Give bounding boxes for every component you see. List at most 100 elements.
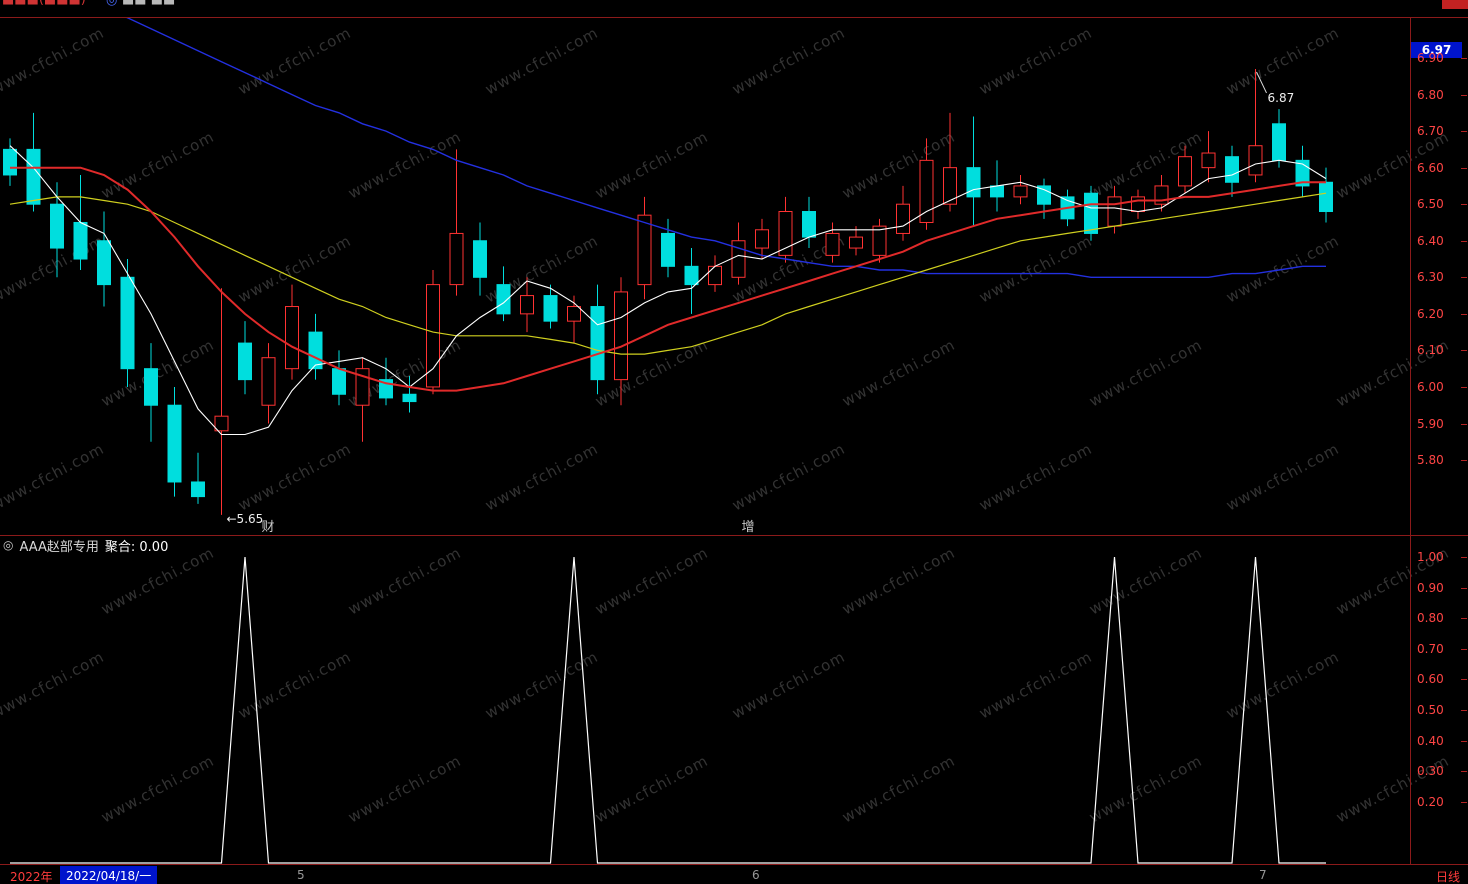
candle bbox=[26, 148, 41, 205]
high-price-annotation: 6.87 bbox=[1268, 91, 1295, 105]
candle bbox=[50, 203, 64, 249]
candle bbox=[849, 236, 863, 249]
candle bbox=[543, 295, 558, 322]
candle bbox=[285, 306, 299, 370]
indicator-header[interactable]: ◎ AAA赵部专用 聚合: 0.00 bbox=[3, 537, 169, 555]
axis-left-border bbox=[1410, 17, 1411, 865]
candle bbox=[402, 393, 417, 403]
price-axis: 6.97 6.90 6.80 6.70 6.60 6.50 6.40 6.30 6.20 6.1… bbox=[1410, 0, 1468, 884]
candle bbox=[1248, 145, 1263, 176]
candle bbox=[896, 203, 910, 234]
indicator-chart[interactable] bbox=[0, 545, 1410, 865]
candle bbox=[919, 159, 934, 223]
candle bbox=[802, 211, 816, 238]
indicator-axis-label: 0.50 bbox=[1417, 703, 1444, 717]
candle bbox=[661, 232, 675, 267]
price-axis-label: 5.80 bbox=[1417, 453, 1444, 468]
candle bbox=[1037, 185, 1051, 205]
candle bbox=[825, 232, 840, 256]
period-label[interactable]: 日线 bbox=[1435, 870, 1460, 884]
month-label: 7 bbox=[1259, 868, 1267, 882]
titlebar-clipped-text: ■■■(■■■) bbox=[2, 0, 86, 7]
candle bbox=[1201, 152, 1216, 169]
event-marker: 增 bbox=[741, 520, 754, 535]
candle bbox=[449, 232, 464, 286]
candle bbox=[97, 240, 111, 286]
candle bbox=[1084, 192, 1098, 234]
price-axis-label: 6.10 bbox=[1417, 343, 1444, 358]
candle bbox=[214, 415, 229, 432]
candle bbox=[167, 404, 182, 483]
candle bbox=[1131, 196, 1145, 213]
price-axis-label: 6.70 bbox=[1417, 124, 1444, 139]
candle bbox=[1295, 159, 1310, 187]
month-label: 6 bbox=[752, 868, 760, 882]
candle bbox=[473, 240, 487, 278]
indicator-axis-label: 0.40 bbox=[1417, 733, 1444, 748]
indicator-title: AAA赵部专用 bbox=[19, 539, 99, 555]
candle bbox=[238, 342, 252, 381]
indicator-axis-label: 0.90 bbox=[1417, 580, 1444, 595]
titlebar-icon: ◎ bbox=[106, 0, 118, 8]
price-axis-label: 6.20 bbox=[1417, 306, 1444, 321]
price-axis-label: 6.40 bbox=[1417, 233, 1444, 248]
candle bbox=[872, 225, 887, 256]
low-price-annotation: ←5.65 bbox=[227, 512, 264, 526]
candle bbox=[426, 284, 440, 388]
candle bbox=[1178, 156, 1192, 187]
ma-white bbox=[9, 145, 1327, 436]
indicator-axis-label: 0.80 bbox=[1417, 611, 1444, 626]
price-axis-label: 6.80 bbox=[1417, 87, 1444, 102]
indicator-axis-label: 1.00 bbox=[1417, 550, 1444, 564]
price-axis-label: 6.90 bbox=[1417, 51, 1444, 65]
candle bbox=[308, 331, 323, 370]
titlebar-clipped-text-2: ■■ ■■ bbox=[122, 0, 175, 7]
candle bbox=[496, 284, 511, 315]
ma-yellow bbox=[9, 192, 1327, 355]
candle bbox=[73, 221, 88, 260]
candle bbox=[990, 185, 1004, 198]
start-date-badge: 2022/04/18/一 bbox=[60, 866, 158, 884]
candle bbox=[1319, 181, 1333, 213]
candle bbox=[708, 265, 722, 286]
price-axis-label: 6.30 bbox=[1417, 270, 1444, 285]
candle bbox=[1107, 196, 1122, 227]
time-axis-bar: 2022年 2022/04/18/一 5 6 7 日线 bbox=[0, 865, 1468, 884]
ma-blue bbox=[126, 18, 1326, 278]
indicator-axis-label: 0.30 bbox=[1417, 764, 1444, 779]
event-marker: 财 bbox=[261, 520, 274, 535]
year-label: 2022年 bbox=[10, 870, 53, 884]
candle bbox=[120, 276, 135, 370]
candle bbox=[191, 481, 205, 498]
price-axis-label: 6.60 bbox=[1417, 160, 1444, 175]
signal-line bbox=[10, 556, 1326, 864]
candle bbox=[1225, 156, 1239, 183]
candle bbox=[966, 167, 981, 198]
panel-divider bbox=[0, 535, 1468, 536]
subpanel-bottom-border bbox=[0, 864, 1468, 865]
indicator-axis-label: 0.70 bbox=[1417, 641, 1444, 656]
titlebar-corner-box[interactable] bbox=[1442, 0, 1468, 9]
indicator-collapse-icon[interactable]: ◎ bbox=[3, 538, 14, 552]
indicator-axis-label: 0.60 bbox=[1417, 672, 1444, 687]
ma-red bbox=[10, 166, 1326, 392]
candle bbox=[778, 211, 793, 256]
indicator-value: 聚合: 0.00 bbox=[104, 539, 169, 555]
candle bbox=[731, 240, 746, 278]
candle bbox=[684, 265, 699, 286]
candle bbox=[1272, 123, 1286, 161]
candle bbox=[3, 148, 17, 176]
price-axis-label: 5.90 bbox=[1417, 416, 1444, 431]
candle bbox=[614, 291, 628, 381]
candle bbox=[755, 229, 769, 249]
candle bbox=[332, 368, 346, 395]
candle bbox=[520, 295, 534, 315]
candle bbox=[261, 357, 276, 406]
candlestick-chart[interactable]: ←5.65 6.87 财 增 bbox=[0, 18, 1410, 535]
candle bbox=[1013, 185, 1028, 198]
chart-top-border bbox=[0, 17, 1468, 18]
price-axis-label: 6.50 bbox=[1417, 197, 1444, 212]
price-badge: 6.97 bbox=[1411, 42, 1462, 58]
candle bbox=[637, 214, 652, 286]
